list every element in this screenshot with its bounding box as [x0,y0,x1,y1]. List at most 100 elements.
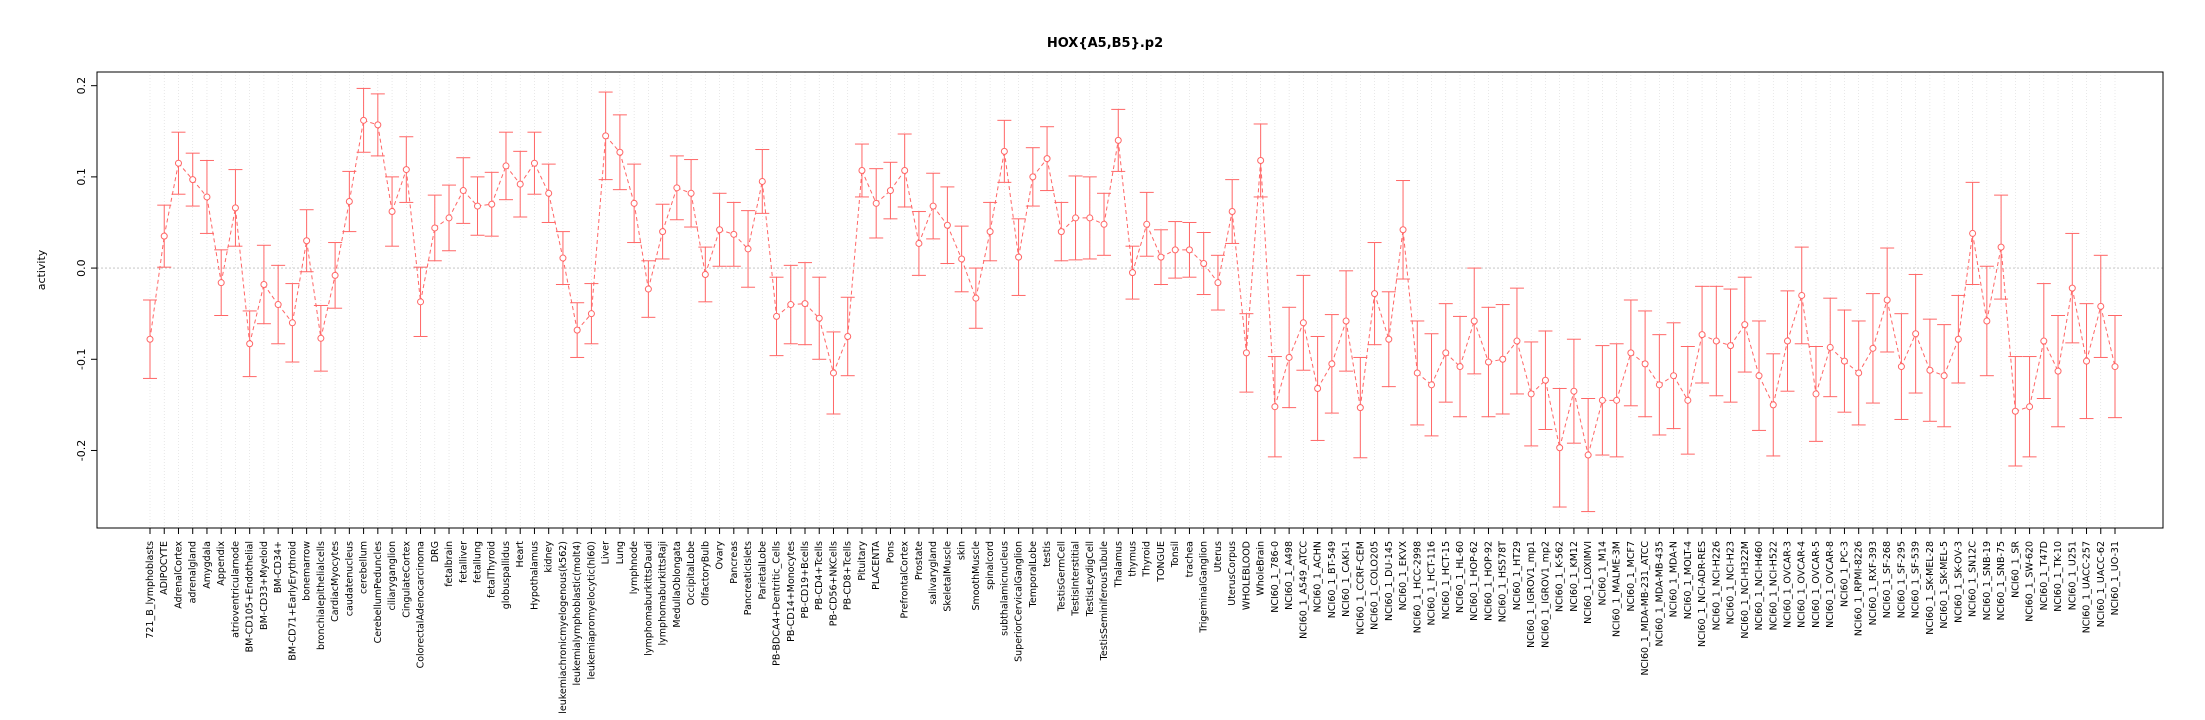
series-segment [1132,224,1148,273]
series-segment [989,151,1005,232]
data-point [445,214,453,222]
x-tick-label: ADIPOCYTE [159,541,170,595]
data-point [1143,220,1151,228]
x-tick-label: PB-BDCA4+Dentritic_Cells [772,541,783,666]
x-tick-label: NCI60_1_NCI-ADR-RES [1697,541,1708,647]
x-tick-label: Pancreas [729,541,740,584]
x-tick-label: fetallung [473,541,484,583]
x-tick-label: NCI60_1_HOP-62 [1469,541,1480,621]
data-point [958,255,966,263]
x-tick-label: NCI60_1_LOXIMVI [1583,541,1594,624]
data-point [1285,353,1293,361]
series-segment [2000,247,2016,412]
data-point [1826,343,1834,351]
data-point [559,254,567,262]
x-tick-label: NCI60_1_T47D [2039,541,2050,610]
x-tick-label: OlfactoryBulb [700,541,711,606]
series-segment [1758,375,1774,406]
x-tick-label: NCI60_1_RPMI-8226 [1854,541,1865,636]
data-point [1727,342,1735,350]
data-point [1869,344,1877,352]
data-point [1157,253,1165,261]
x-tick-label: Uterus [1213,541,1224,572]
x-tick-label: PancreaticIslets [743,541,754,615]
x-tick-label: BM-CD34+ [273,541,284,593]
series-segment [1274,357,1290,407]
data-point [716,226,724,234]
x-tick-label: Tonsil [1170,541,1181,568]
series-segment [619,152,635,204]
series-segment [975,231,991,299]
series-segment [2071,288,2088,362]
series-segment [505,165,521,185]
data-point [1499,355,1507,363]
data-point [1385,335,1393,343]
x-tick-label: NCI60_1_MCF7 [1626,541,1637,612]
data-point [801,300,809,308]
series-segment [462,190,478,207]
series-segment [220,207,236,283]
x-tick-label: CardiacMyocytes [330,541,341,622]
series-segment [1260,160,1276,407]
x-tick-label: NCI60_1_MALME-3M [1612,541,1623,637]
x-tick-label: ciliaryganglion [387,541,398,611]
data-point [1242,349,1250,357]
data-point [1855,369,1863,377]
data-point [1541,376,1549,384]
data-point [644,285,652,293]
x-tick-label: SkeletalMuscle [942,541,953,612]
series-segment [1587,400,1603,456]
x-tick-label: NCI60_1_CCRF-CEM [1355,541,1366,635]
data-point [288,319,296,327]
x-tick-label: NCI60_1_MDA-N [1669,541,1680,617]
x-tick-label: Pons [885,541,896,563]
x-tick-label: NCI60_1_SK-MEL-5 [1939,541,1950,629]
x-tick-label: NCI60_1_IGROV1_mp1 [1526,541,1537,648]
series-segment [1388,229,1404,340]
x-tick-label: TestisGermCell [1056,541,1067,612]
data-point [502,162,510,170]
series-segment [1103,140,1119,225]
x-tick-label: AdrenalCortex [173,541,184,609]
data-point [587,310,595,318]
series-segment [405,169,422,302]
data-point [2083,357,2091,365]
x-tick-label: NCI60_1_RXF-393 [1868,541,1879,625]
x-tick-label: Amygdala [202,541,213,589]
x-tick-label: CerebellumPeduncles [373,541,384,643]
x-tick-label: lymphomaburkittsRaji [658,541,669,645]
x-tick-label: Prostate [914,541,925,580]
data-point [231,204,239,212]
data-point [1072,214,1080,222]
series-segment [1872,299,1888,349]
x-tick-label: fetalliver [458,541,469,583]
x-tick-label: NCI60_1_SN12C [1968,541,1979,617]
y-axis: -0.2 -0.1 0.0 0.1 0.2 [75,77,97,461]
x-tick-label: NCI60_1_SK-MEL-28 [1925,541,1936,635]
x-tick-label: NCI60_1_SF-268 [1882,541,1893,618]
series-segment [1616,352,1632,401]
x-tick-label: PB-CD4+Tcells [814,541,825,610]
data-point [872,199,880,207]
data-point [146,335,154,343]
series-segment [420,227,436,302]
x-tick-label: TestisLeydigCell [1085,541,1096,617]
data-point [246,340,254,348]
data-point [1513,337,1521,345]
data-point [1228,208,1236,216]
x-tick-label: NCI60_1_OVCAR-4 [1797,541,1808,628]
x-tick-label: NCI60_1_NCI-H23 [1726,541,1737,624]
x-tick-label: NCI60_1_HL-60 [1455,541,1466,613]
data-point [1527,390,1535,398]
x-axis-labels: 721_B_lymphoblasts ADIPOCYTE AdrenalCortex… [145,528,2121,714]
x-tick-label: NCI60_1_A498 [1284,541,1295,610]
series-segment [348,120,365,202]
series-segment [1886,299,1902,367]
x-tick-label: TemporalLobe [1028,541,1039,608]
x-tick-label: PB-CD19+Bcells [800,541,811,619]
series-segment [1359,293,1376,408]
x-tick-label: Lung [615,541,626,564]
data-point [1015,253,1023,261]
data-point [1997,243,2005,251]
x-tick-label: bonemarrow [302,541,313,601]
